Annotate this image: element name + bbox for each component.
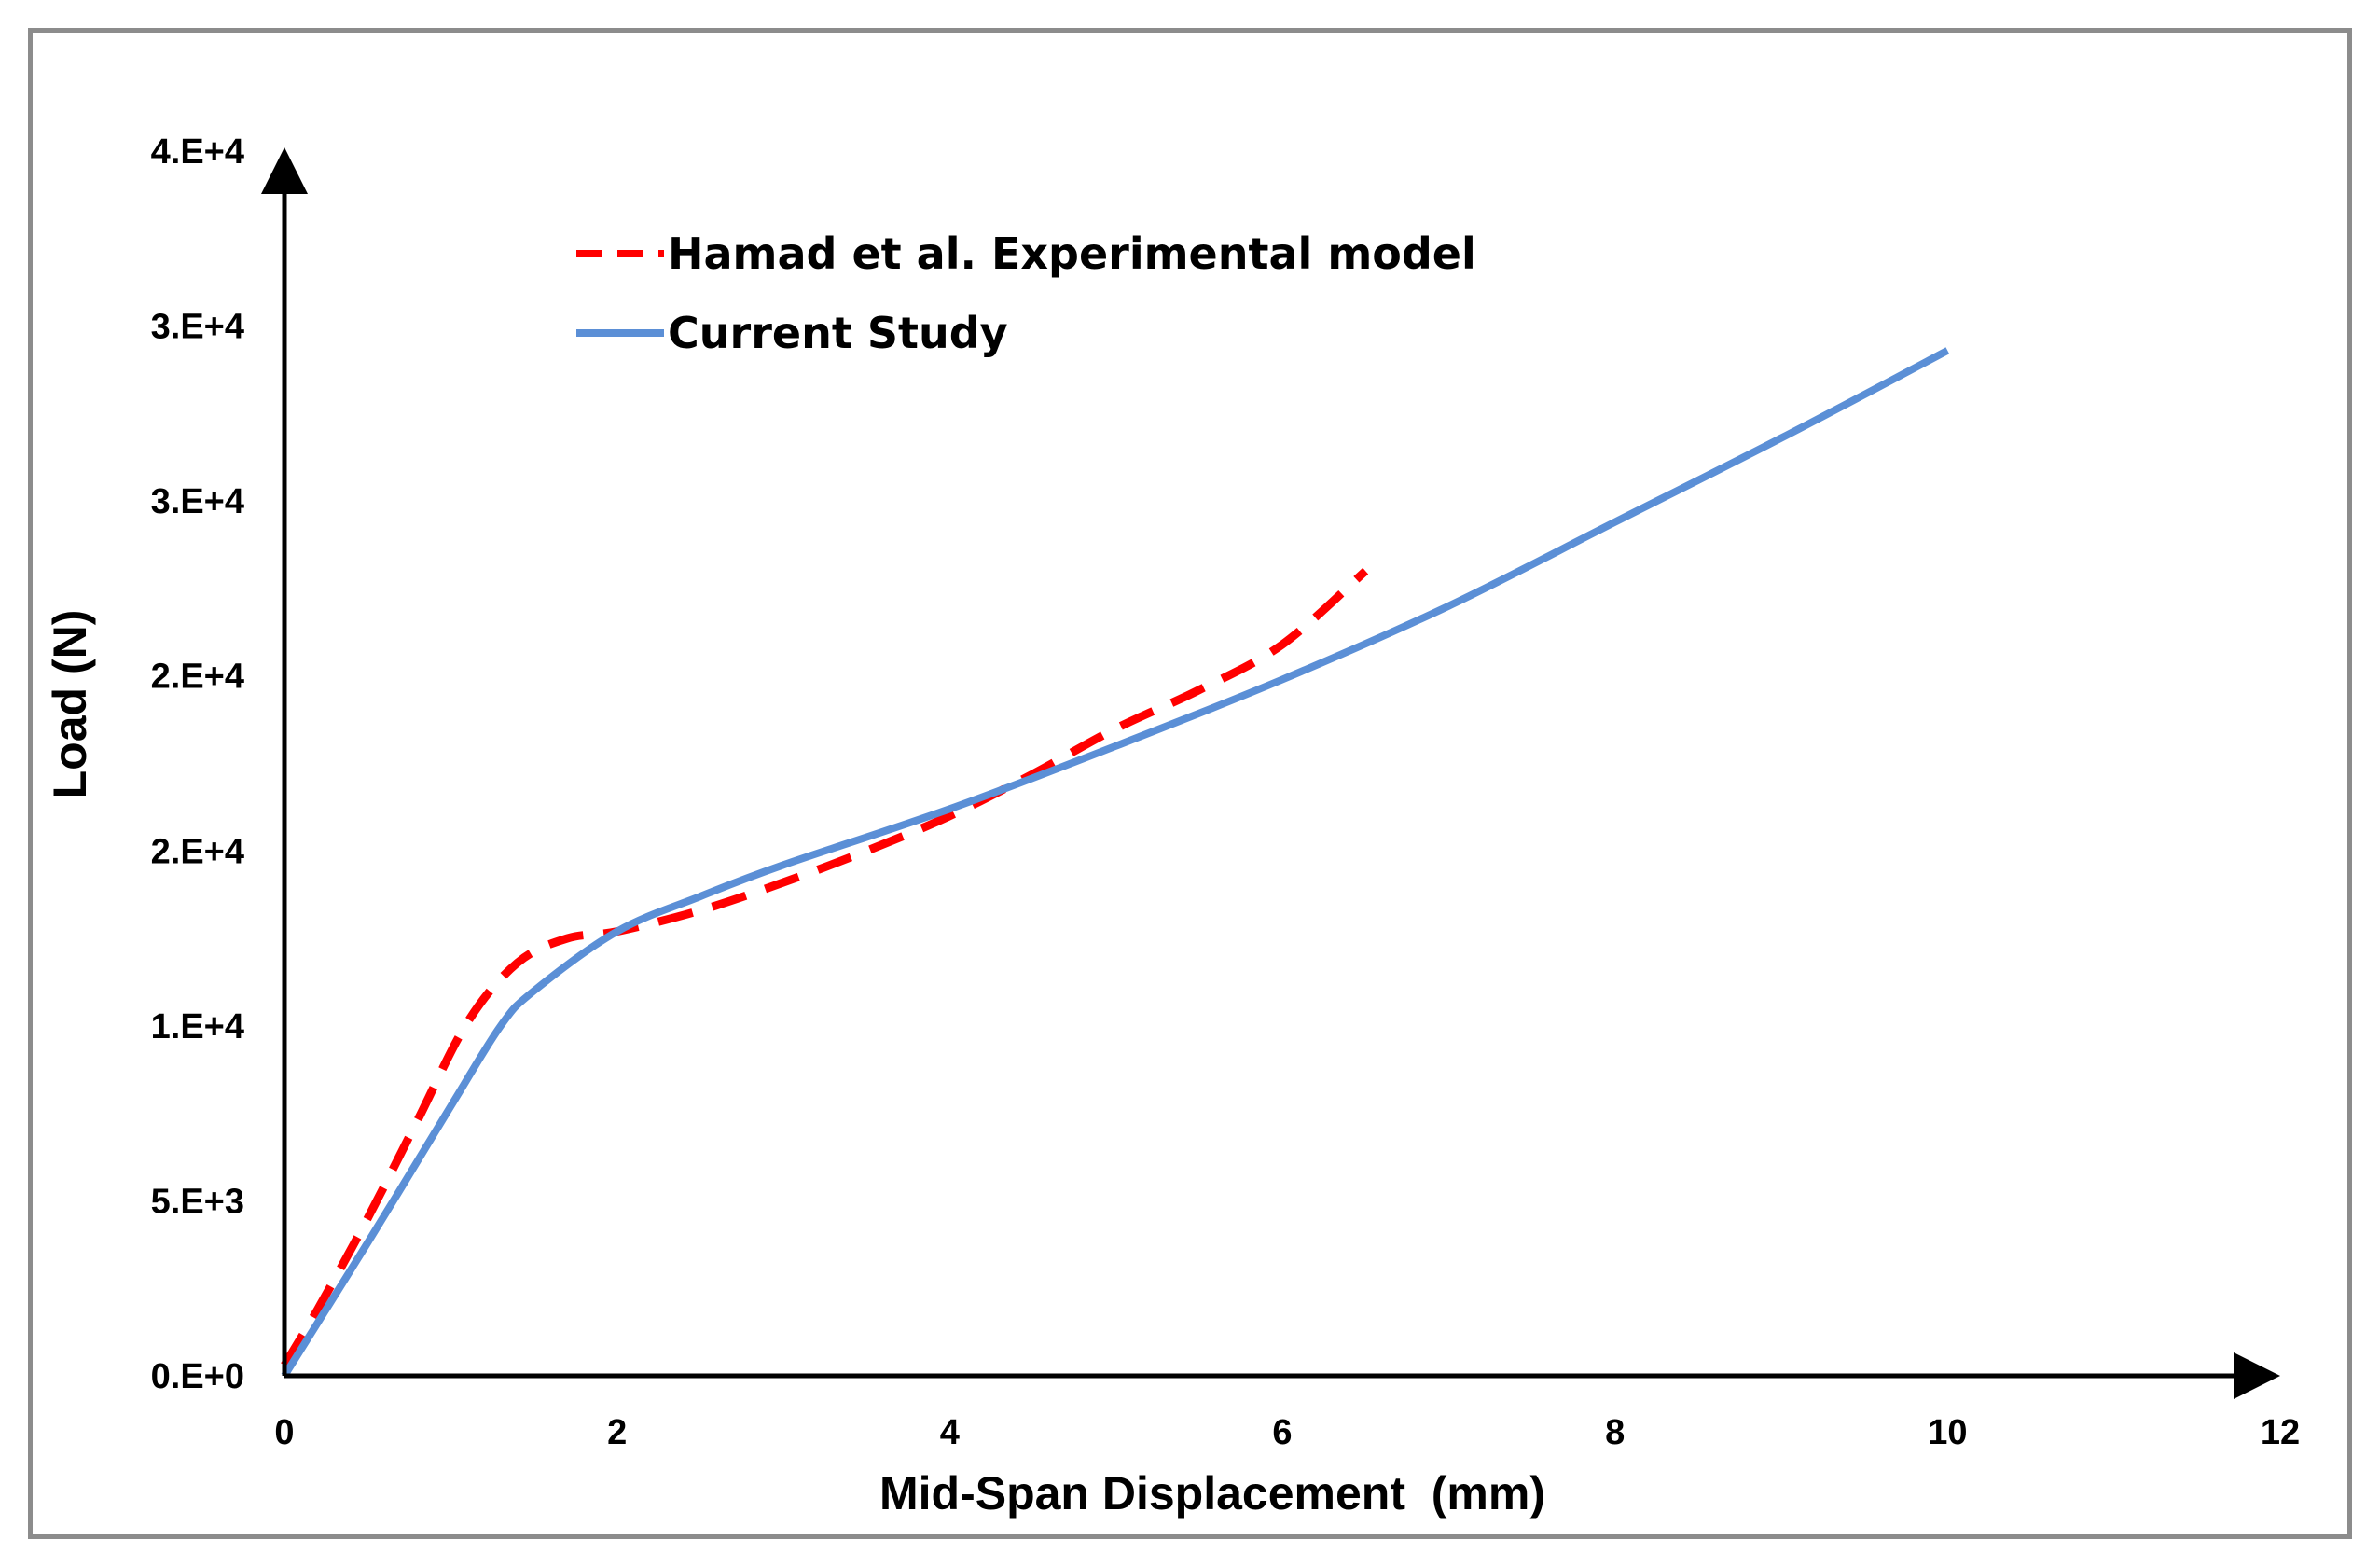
y-tick-label: 2.E+4 bbox=[151, 832, 244, 871]
legend-label-current: Current Study bbox=[668, 308, 1008, 358]
legend: Hamad et al. Experimental model Current … bbox=[576, 229, 1476, 358]
y-tick-label: 3.E+4 bbox=[151, 482, 244, 521]
series-line-current-study bbox=[281, 347, 1950, 1379]
y-tick-label: 4.E+4 bbox=[151, 132, 244, 172]
x-tick-label: 10 bbox=[1928, 1413, 1967, 1452]
chart-frame bbox=[28, 28, 2352, 1539]
y-tick-label: 2.E+4 bbox=[151, 658, 244, 697]
y-tick-label: 3.E+4 bbox=[151, 308, 244, 347]
x-tick-label: 4 bbox=[940, 1413, 960, 1452]
x-axis-title: Mid-Span Displacement (mm) bbox=[879, 1467, 1545, 1519]
x-tick-labels: 0 2 4 6 8 10 12 bbox=[274, 1413, 2300, 1452]
series-layer bbox=[281, 347, 1950, 1379]
x-tick-label: 8 bbox=[1605, 1413, 1625, 1452]
x-tick-label: 2 bbox=[607, 1413, 627, 1452]
y-tick-label: 1.E+4 bbox=[151, 1007, 244, 1047]
y-tick-label: 0.E+0 bbox=[151, 1357, 244, 1396]
x-tick-label: 0 bbox=[274, 1413, 294, 1452]
x-tick-label: 6 bbox=[1272, 1413, 1292, 1452]
y-tick-labels: 0.E+0 5.E+3 1.E+4 2.E+4 2.E+4 3.E+4 3.E+4 4.E+4 bbox=[151, 132, 244, 1396]
series-line-experimental bbox=[281, 567, 1369, 1367]
y-tick-label: 5.E+3 bbox=[151, 1182, 244, 1221]
legend-label-experimental: Hamad et al. Experimental model bbox=[668, 229, 1476, 279]
y-axis-title: Load (N) bbox=[44, 610, 96, 799]
x-tick-label: 12 bbox=[2261, 1413, 2300, 1452]
